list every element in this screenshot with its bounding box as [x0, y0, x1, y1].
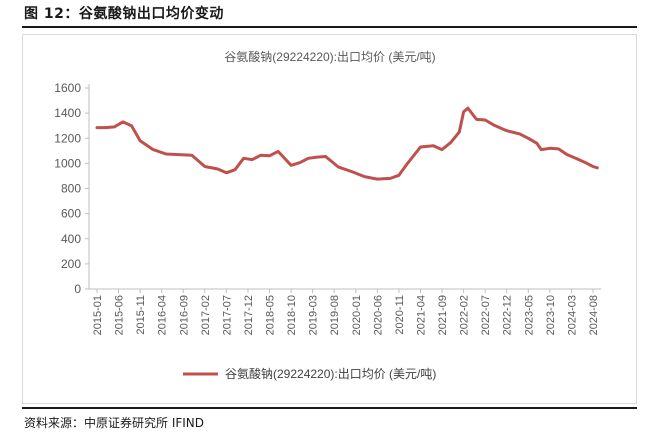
x-tick-label: 2021-04 [415, 295, 427, 335]
data-point [130, 124, 133, 127]
legend: 谷氨酸钠(29224220):出口均价 (美元/吨) [183, 366, 436, 381]
data-point [518, 132, 521, 136]
data-point [389, 177, 392, 180]
data-point [233, 168, 237, 171]
data-point [483, 118, 487, 122]
data-point [540, 148, 543, 151]
data-point [596, 166, 599, 169]
bottom-divider [22, 407, 637, 409]
data-point [251, 158, 254, 161]
x-axis: 2015-01 2015-06 2015-11 2016-04 2016-09 2017-… [89, 288, 601, 335]
data-point [397, 174, 401, 177]
data-point [350, 170, 353, 173]
data-point [458, 130, 461, 134]
legend-label: 谷氨酸钠(29224220):出口均价 (美元/吨) [225, 366, 436, 381]
x-tick-label: 2020-01 [351, 295, 363, 335]
y-tick-label: 400 [61, 232, 81, 246]
data-point [190, 154, 194, 157]
data-point [289, 164, 293, 167]
data-point [216, 167, 219, 171]
data-point [565, 153, 569, 156]
x-tick-label: 2015-11 [135, 295, 147, 335]
data-point [259, 154, 263, 157]
data-point [527, 137, 530, 140]
x-tick-label: 2019-03 [308, 295, 320, 335]
y-tick-label: 800 [61, 182, 81, 196]
x-tick-label: 2022-07 [480, 295, 492, 335]
x-tick-label: 2021-09 [437, 295, 449, 335]
y-axis: 0 200 400 600 800 1000 1200 1400 1600 [54, 81, 90, 296]
data-point [583, 160, 586, 164]
data-point [225, 171, 228, 174]
data-point [548, 147, 552, 150]
data-point [138, 139, 142, 142]
figure-title: 图 12：谷氨酸钠出口均价变动 [24, 6, 224, 22]
data-point [376, 177, 379, 181]
series-layer [95, 106, 599, 181]
y-tick-label: 1400 [54, 106, 81, 120]
top-divider [22, 26, 637, 28]
data-point [574, 157, 577, 160]
data-point [432, 144, 435, 147]
data-point [268, 154, 271, 158]
data-point [95, 126, 99, 129]
line-chart: 谷氨酸钠(29224220):出口均价 (美元/吨) 0 200 400 600 800… [54, 49, 601, 381]
x-tick-label: 2017-12 [243, 295, 255, 335]
data-point [492, 123, 495, 127]
x-tick-label: 2023-10 [545, 295, 557, 335]
data-point [324, 155, 327, 158]
x-tick-label: 2019-08 [329, 295, 341, 335]
data-point [449, 141, 452, 144]
data-point [177, 153, 181, 156]
y-tick-label: 200 [61, 257, 81, 271]
data-point [440, 148, 444, 151]
data-point [151, 148, 155, 151]
x-tick-label: 2024-03 [566, 295, 578, 335]
data-point [104, 126, 107, 129]
x-tick-label: 2020-06 [372, 295, 384, 335]
x-tick-label: 2020-11 [394, 295, 406, 335]
y-tick-label: 0 [74, 282, 81, 296]
data-point [462, 110, 465, 114]
data-point [298, 161, 301, 164]
y-tick-label: 1000 [54, 156, 81, 170]
x-tick-label: 2018-10 [286, 295, 298, 335]
x-tick-label: 2018-05 [265, 295, 277, 335]
data-point [406, 162, 409, 165]
data-point [242, 157, 245, 160]
x-tick-label: 2024-08 [588, 295, 600, 335]
chart-frame: 谷氨酸钠(29224220):出口均价 (美元/吨) 0 200 400 600 800… [22, 34, 637, 404]
data-point [591, 165, 595, 168]
data-point [505, 129, 508, 132]
data-point [276, 150, 280, 153]
series-line [95, 106, 599, 181]
data-point [164, 152, 168, 156]
x-tick-label: 2022-02 [459, 295, 471, 335]
x-tick-label: 2015-01 [92, 295, 104, 335]
x-tick-label: 2017-07 [221, 295, 233, 335]
x-tick-label: 2022-12 [502, 295, 514, 335]
x-tick-label: 2016-09 [178, 295, 190, 335]
y-tick-label: 1200 [54, 131, 81, 145]
data-point [466, 106, 470, 110]
data-point [315, 155, 319, 159]
x-tick-label: 2023-05 [523, 295, 535, 335]
x-tick-label: 2016-04 [157, 295, 169, 335]
data-point [419, 145, 422, 149]
data-point [363, 175, 366, 178]
data-point [535, 142, 539, 145]
data-point [475, 118, 478, 121]
data-point [121, 120, 125, 124]
data-point [307, 157, 310, 160]
data-point [337, 165, 340, 169]
data-point [113, 125, 116, 129]
x-tick-label: 2015-06 [114, 295, 126, 335]
data-point [203, 165, 207, 168]
x-tick-label: 2017-02 [200, 295, 212, 335]
y-tick-label: 1600 [54, 81, 81, 95]
y-tick-label: 600 [61, 207, 81, 221]
source-note: 资料来源：中原证券研究所 IFIND [24, 416, 205, 430]
data-point [557, 147, 560, 151]
chart-title: 谷氨酸钠(29224220):出口均价 (美元/吨) [224, 49, 435, 64]
